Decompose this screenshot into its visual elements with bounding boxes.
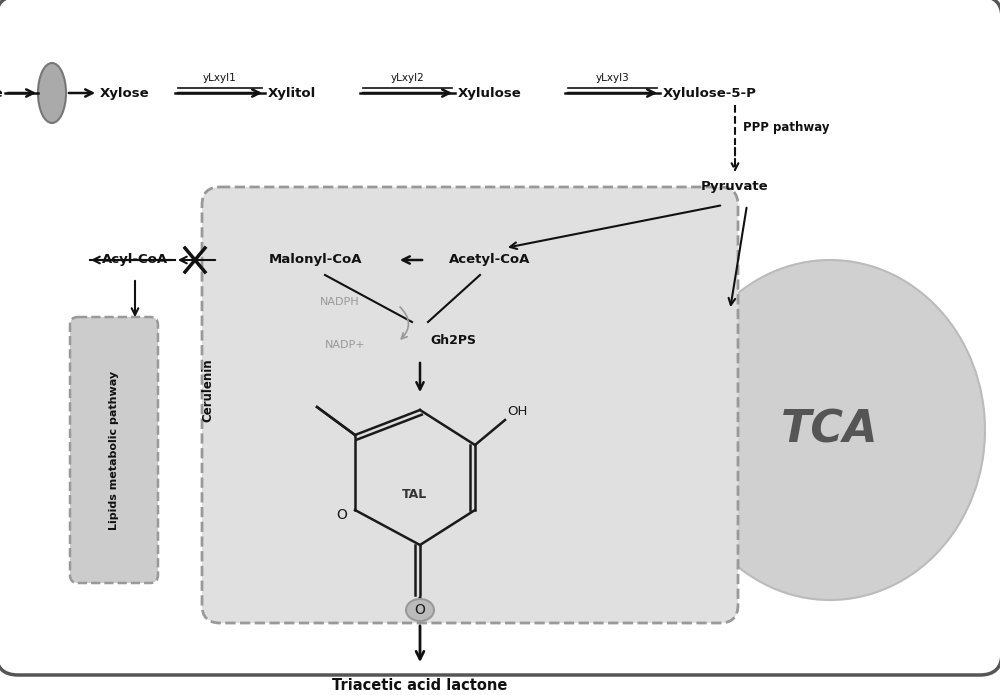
Text: yLxyl2: yLxyl2 [391, 73, 425, 83]
Text: O: O [336, 508, 347, 522]
Text: Lipids metabolic pathway: Lipids metabolic pathway [109, 370, 119, 530]
Text: Pyruvate: Pyruvate [701, 180, 769, 193]
Text: Xylose: Xylose [100, 86, 150, 99]
Text: yLxyl1: yLxyl1 [203, 73, 237, 83]
Ellipse shape [406, 599, 434, 621]
Text: Gh2PS: Gh2PS [430, 334, 476, 347]
Text: OH: OH [507, 405, 527, 418]
Text: Acetyl-CoA: Acetyl-CoA [449, 254, 531, 266]
Text: TCA: TCA [781, 409, 879, 452]
Ellipse shape [675, 260, 985, 600]
Text: TAL: TAL [402, 489, 428, 502]
Text: PPP pathway: PPP pathway [743, 122, 830, 135]
Text: NADP+: NADP+ [325, 340, 365, 350]
FancyBboxPatch shape [70, 317, 158, 583]
Text: Xylitol: Xylitol [268, 86, 316, 99]
FancyBboxPatch shape [202, 187, 738, 623]
Text: Malonyl-CoA: Malonyl-CoA [268, 254, 362, 266]
Text: Acyl-CoA: Acyl-CoA [102, 254, 168, 266]
Text: Xylose: Xylose [0, 86, 3, 99]
Text: yLxyl3: yLxyl3 [596, 73, 630, 83]
Text: Xylulose-5-P: Xylulose-5-P [663, 86, 757, 99]
Text: NADPH: NADPH [320, 297, 360, 307]
Text: O: O [415, 603, 425, 617]
FancyBboxPatch shape [0, 0, 1000, 675]
Text: Cerulenin: Cerulenin [202, 358, 214, 422]
Ellipse shape [38, 63, 66, 123]
Text: Xylulose: Xylulose [458, 86, 522, 99]
Text: Triacetic acid lactone: Triacetic acid lactone [332, 678, 508, 693]
